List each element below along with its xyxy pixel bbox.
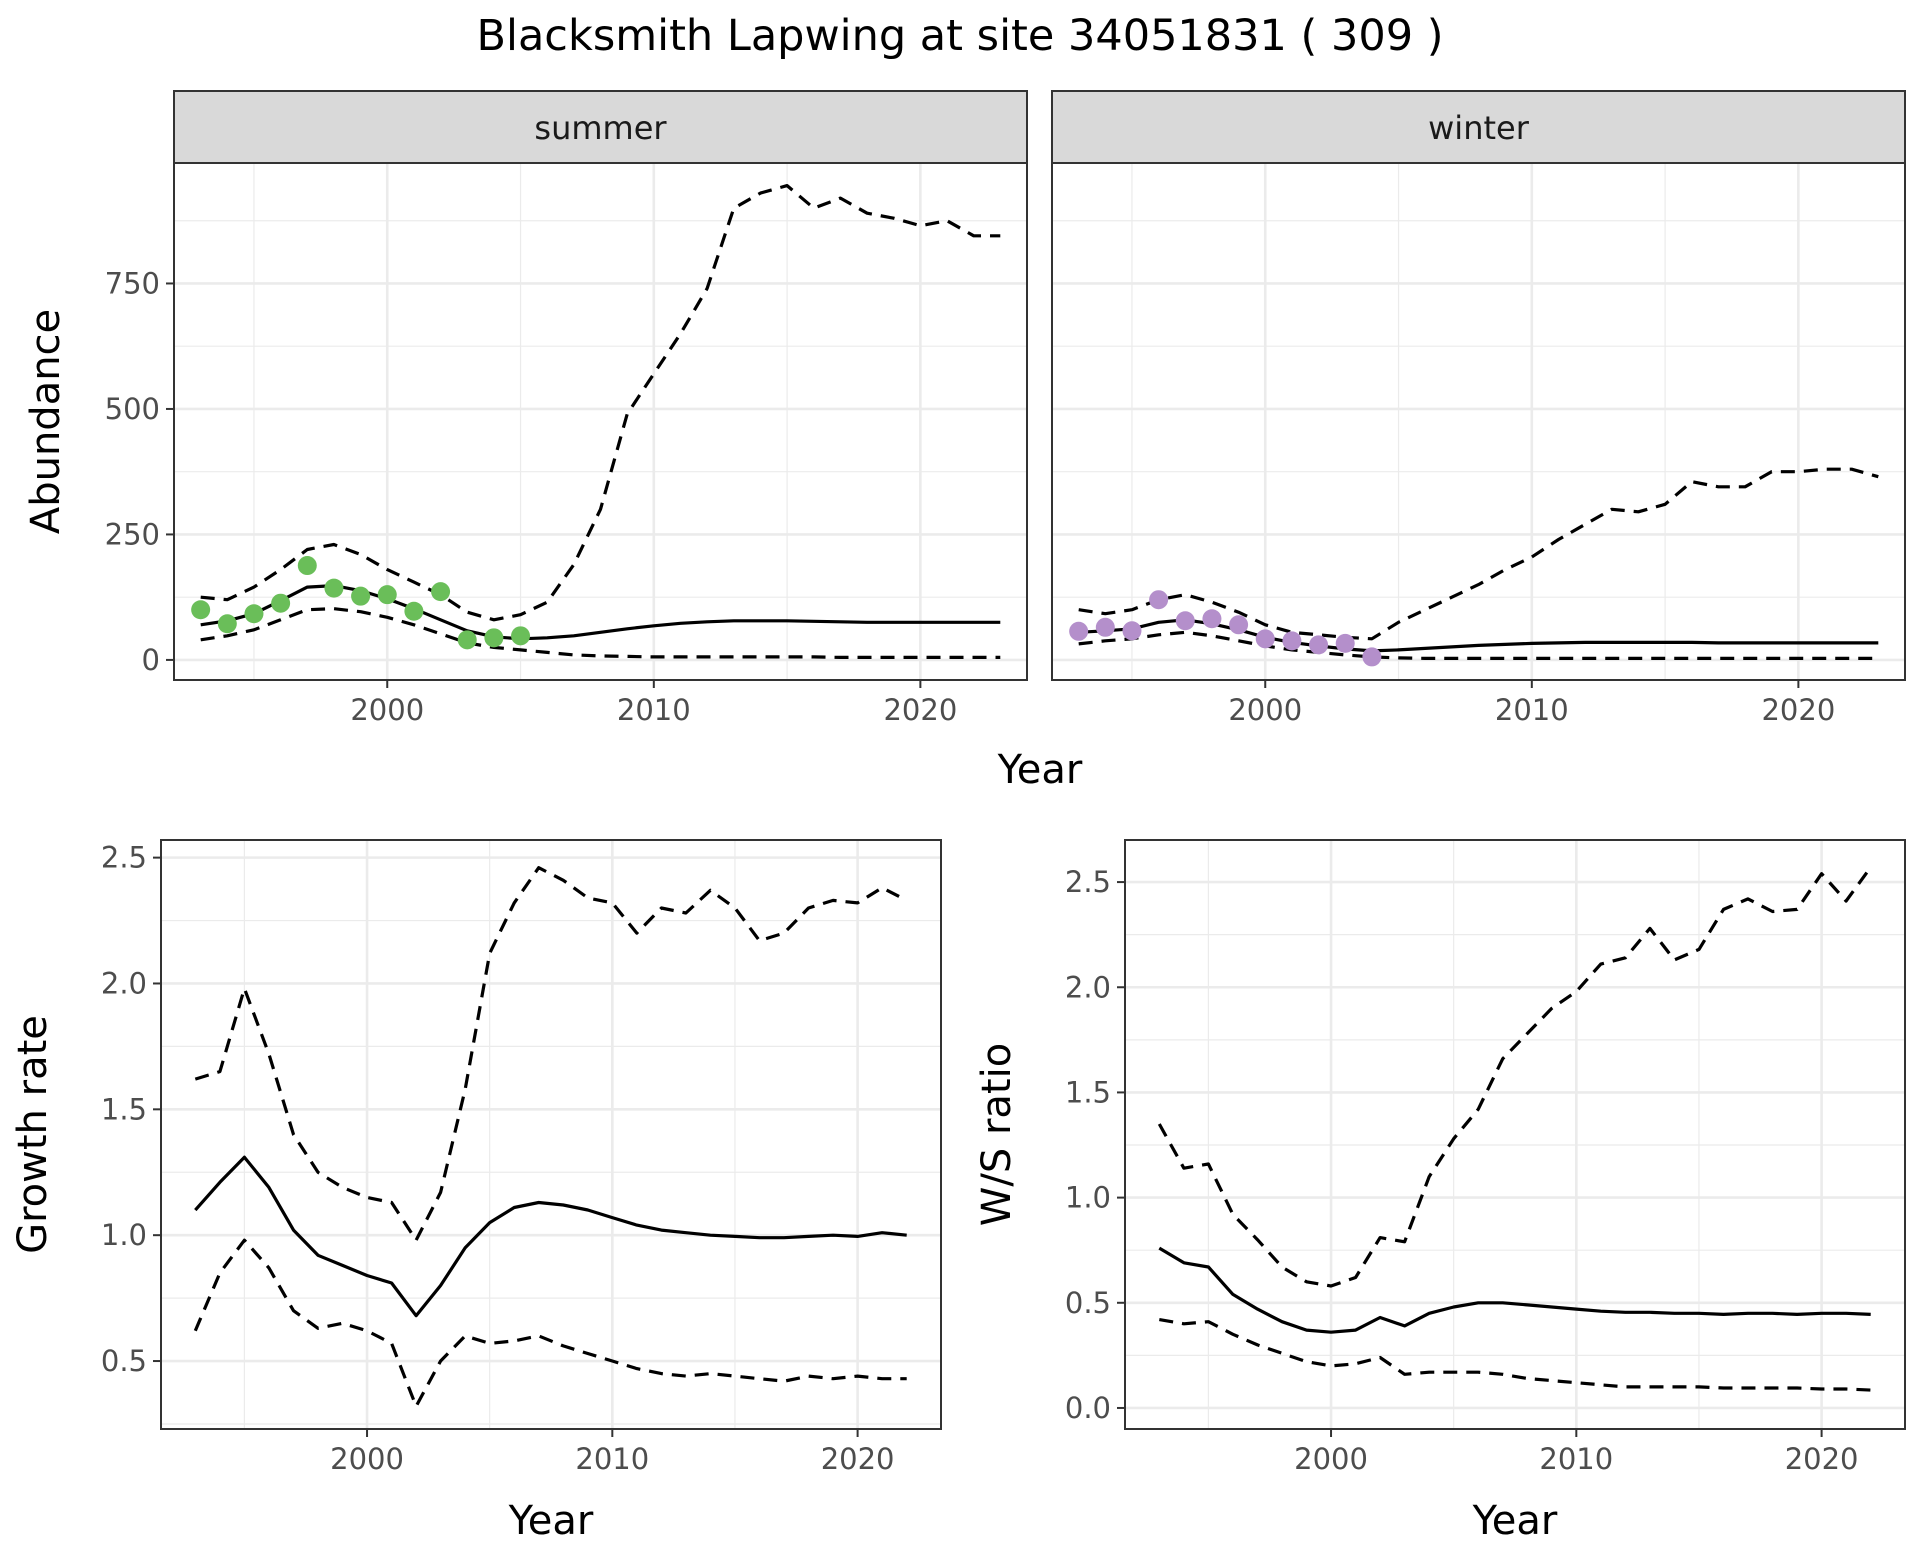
x-tick-label: 2010	[1495, 693, 1569, 727]
series-line-ci-bound	[193, 1238, 907, 1408]
y-tick-label: 750	[105, 266, 160, 300]
y-tick-label: 1.5	[101, 1092, 147, 1126]
series-line-ci-bound	[1157, 866, 1872, 1288]
minor-gridlines	[1125, 840, 1905, 1429]
major-gridlines	[174, 163, 1027, 680]
x-tick-label: 2000	[1294, 1442, 1368, 1476]
observed-point	[1255, 629, 1275, 649]
y-axis-label: W/S ratio	[974, 1043, 1020, 1226]
observed-point	[1229, 615, 1249, 635]
minor-gridlines	[174, 163, 1027, 680]
panel-ws-ratio: 2000 2010 2020 0.0 0.5 1.0 1.5 2.0 2.5 W/S ratio Y…	[974, 839, 1906, 1544]
y-tick-label: 0.5	[101, 1344, 147, 1378]
y-tick-label: 1.0	[1065, 1181, 1111, 1215]
x-axis-label: Year	[1472, 1498, 1558, 1544]
panel-summer: summer 2000 2010 2020 0 250 500 750 Abundance	[23, 90, 1028, 727]
y-tick-label: 500	[105, 392, 160, 426]
panel-winter: winter 2000 2010 2020	[1051, 90, 1906, 727]
facet-strip	[1051, 90, 1906, 164]
panel-growth-rate: 2000 2010 2020 0.5 1.0 1.5 2.0 2.5 Growth rate Ye…	[10, 839, 942, 1544]
minor-gridlines	[161, 840, 941, 1429]
facet-strip-label: summer	[534, 109, 667, 147]
observed-point	[1309, 635, 1329, 655]
x-tick-label: 2010	[575, 1442, 649, 1476]
top-row-x-axis-label: Year	[997, 747, 1083, 793]
major-gridlines	[1052, 163, 1905, 680]
observed-point	[1149, 590, 1169, 610]
y-tick-label: 2.5	[1065, 865, 1111, 899]
x-axis-label: Year	[508, 1498, 594, 1544]
series-line-ci-bound	[1078, 630, 1879, 660]
x-tick-label: 2000	[350, 693, 424, 727]
observed-point	[457, 630, 477, 650]
y-tick-label: 2.0	[1065, 970, 1111, 1004]
x-tick-label: 2000	[330, 1442, 404, 1476]
observed-point	[1282, 631, 1302, 651]
facet-strip	[173, 90, 1028, 164]
figure-title: Blacksmith Lapwing at site 34051831 ( 30…	[477, 11, 1444, 61]
y-tick-label: 0.5	[1065, 1286, 1111, 1320]
panel-border	[1051, 162, 1906, 681]
observed-point	[1122, 621, 1142, 641]
series-line-ci-bound	[1159, 1318, 1871, 1392]
observed-point	[1335, 633, 1355, 653]
x-tick-label: 2010	[1539, 1442, 1613, 1476]
y-tick-label: 2.0	[101, 966, 147, 1000]
observed-point	[217, 614, 237, 634]
series-line-ci-bound	[1078, 467, 1879, 641]
observed-point	[297, 556, 317, 576]
facet-strip-label: winter	[1428, 109, 1530, 147]
observed-point	[244, 604, 264, 624]
observed-point	[351, 586, 371, 606]
observed-point	[377, 585, 397, 605]
y-tick-label: 1.5	[1065, 1075, 1111, 1109]
x-tick-label: 2020	[1761, 693, 1835, 727]
y-tick-label: 2.5	[101, 841, 147, 875]
x-tick-label: 2020	[821, 1442, 895, 1476]
x-tick-label: 2020	[883, 693, 957, 727]
observed-point	[191, 600, 211, 620]
y-axis-label: Abundance	[23, 309, 69, 534]
observed-point	[1069, 621, 1089, 641]
observed-point	[1362, 647, 1382, 667]
y-axis-label: Growth rate	[10, 1015, 56, 1254]
panel-border	[1124, 839, 1906, 1430]
observed-point	[484, 628, 504, 648]
panel-border	[173, 162, 1028, 681]
series-line-ci-bound	[200, 184, 1001, 622]
observed-point	[1175, 611, 1195, 631]
x-tick-label: 2010	[617, 693, 691, 727]
x-tick-label: 2020	[1785, 1442, 1859, 1476]
observed-point	[1095, 617, 1115, 637]
series-line-ci-bound	[200, 607, 1001, 659]
major-gridlines	[1125, 840, 1905, 1429]
y-tick-label: 0.0	[1065, 1391, 1111, 1425]
series-line-estimate	[194, 1155, 907, 1318]
x-tick-label: 2000	[1228, 693, 1302, 727]
series-line-estimate	[1158, 1246, 1871, 1334]
observed-point	[404, 601, 424, 621]
observed-point	[271, 593, 291, 613]
observed-point	[511, 626, 531, 646]
y-tick-label: 1.0	[101, 1218, 147, 1252]
observed-point	[1202, 609, 1222, 629]
y-tick-label: 0	[142, 643, 160, 677]
observed-point	[324, 578, 344, 598]
panel-border	[160, 839, 942, 1430]
observed-point	[431, 582, 451, 602]
y-tick-label: 250	[105, 517, 160, 551]
series-line-ci-bound	[194, 866, 908, 1242]
